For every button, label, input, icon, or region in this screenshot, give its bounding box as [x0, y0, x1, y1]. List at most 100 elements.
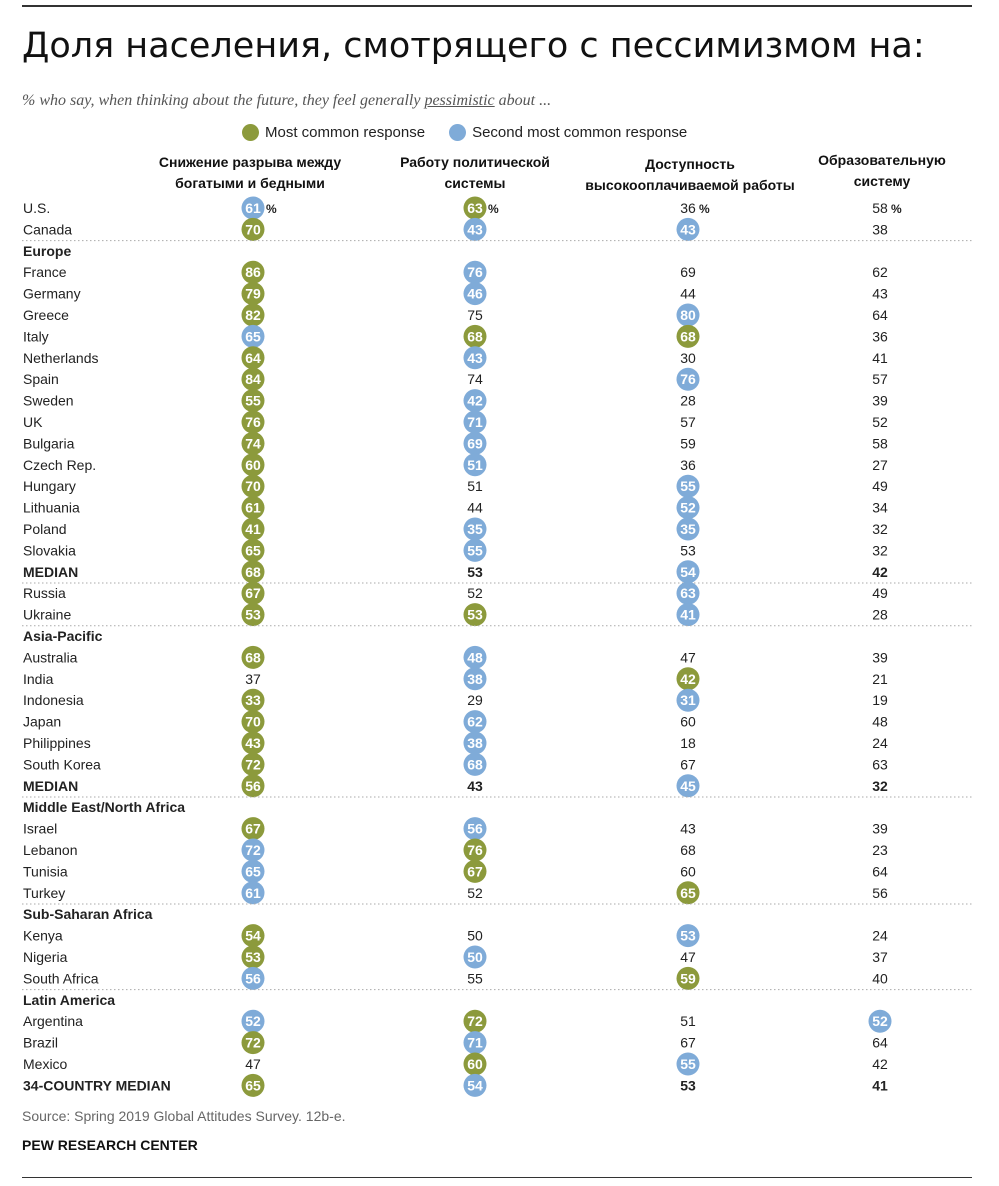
most-common-dot [241, 774, 265, 798]
column-header-1: Снижение разрыва между богатыми и бедным… [140, 152, 360, 194]
second-common-dot [463, 346, 487, 370]
value-label: 24 [872, 928, 888, 944]
second-common-dot [241, 966, 265, 990]
value-label: 21 [872, 671, 888, 687]
second-common-dot [463, 1031, 487, 1055]
row-label: Turkey [23, 885, 65, 901]
most-common-dot [241, 517, 265, 541]
value-label: 59 [680, 970, 696, 986]
row-label: Greece [23, 307, 69, 323]
value-label: 72 [245, 756, 261, 772]
row-label: Bulgaria [23, 435, 75, 451]
value-label: 53 [467, 607, 483, 623]
value-label: 72 [245, 1035, 261, 1051]
row-label: Netherlands [23, 350, 99, 366]
value-label: 68 [245, 649, 261, 665]
value-label: 45 [680, 778, 696, 794]
most-common-dot [241, 731, 265, 755]
row-label: 34-COUNTRY MEDIAN [23, 1077, 171, 1093]
value-label: 53 [680, 542, 696, 558]
top-rule [22, 5, 972, 7]
legend-item-most: Most common response [242, 124, 425, 141]
value-label: 51 [680, 1013, 696, 1029]
second-common-dot [676, 581, 700, 605]
region-label: Sub-Saharan Africa [23, 906, 153, 922]
value-label: 43 [872, 286, 888, 302]
value-label: 33 [245, 692, 261, 708]
second-common-dot [676, 1052, 700, 1076]
value-label: 52 [245, 1013, 261, 1029]
second-common-dot [676, 774, 700, 798]
most-common-dot [676, 881, 700, 905]
value-label: 43 [680, 821, 696, 837]
value-label: 50 [467, 949, 483, 965]
percent-sign: % [488, 202, 499, 216]
value-label: 67 [680, 1035, 696, 1051]
row-label: Japan [23, 714, 61, 730]
value-label: 36 [680, 457, 696, 473]
subtitle-text: % who say, when thinking about the futur… [22, 92, 425, 109]
value-label: 55 [680, 478, 696, 494]
value-label: 68 [467, 756, 483, 772]
second-common-dot [463, 282, 487, 306]
second-common-dot [463, 752, 487, 776]
value-label: 42 [680, 671, 696, 687]
value-label: 51 [467, 478, 483, 494]
value-label: 61 [245, 200, 261, 216]
bottom-rule [22, 1177, 972, 1178]
column-header-3-line-1: Доступность [645, 156, 735, 172]
value-label: 76 [467, 842, 483, 858]
value-label: 69 [680, 264, 696, 280]
row-label: Australia [23, 649, 78, 665]
column-header-4: Образовательную систему [800, 150, 964, 192]
column-header-2-line-2: системы [444, 175, 506, 191]
second-common-dot [241, 859, 265, 883]
value-label: 32 [872, 542, 888, 558]
most-common-dot [241, 710, 265, 734]
value-label: 53 [680, 928, 696, 944]
value-label: 74 [245, 435, 261, 451]
value-label: 35 [680, 521, 696, 537]
most-common-dot [241, 752, 265, 776]
value-label: 38 [467, 671, 483, 687]
most-common-dot [676, 667, 700, 691]
most-common-dot [676, 966, 700, 990]
value-label: 41 [872, 350, 888, 366]
value-label: 52 [872, 414, 888, 430]
value-label: 68 [467, 328, 483, 344]
second-common-dot [676, 924, 700, 948]
row-label: Lithuania [23, 500, 80, 516]
most-common-dot [241, 346, 265, 370]
second-common-dot [241, 196, 265, 220]
second-common-dot [676, 603, 700, 627]
value-label: 79 [245, 286, 261, 302]
row-label: Slovakia [23, 542, 76, 558]
value-label: 44 [467, 500, 483, 516]
value-label: 65 [680, 885, 696, 901]
value-label: 53 [245, 607, 261, 623]
second-common-dot [676, 367, 700, 391]
row-label: India [23, 671, 54, 687]
region-label: Latin America [23, 992, 115, 1008]
most-common-dot [463, 603, 487, 627]
value-label: 48 [467, 649, 483, 665]
value-label: 70 [245, 478, 261, 494]
row-label: Czech Rep. [23, 457, 96, 473]
most-common-dot [463, 324, 487, 348]
row-label: Tunisia [23, 863, 68, 879]
value-label: 62 [872, 264, 888, 280]
value-label: 47 [680, 949, 696, 965]
value-label: 68 [245, 564, 261, 580]
most-common-dot [241, 410, 265, 434]
column-header-3: Доступность высокооплачиваемой работы [560, 154, 820, 196]
value-label: 72 [467, 1013, 483, 1029]
value-label: 68 [680, 328, 696, 344]
value-label: 55 [245, 393, 261, 409]
column-header-1-line-2: богатыми и бедными [175, 175, 325, 191]
value-label: 27 [872, 457, 888, 473]
column-header-2-line-1: Работу политической [400, 154, 550, 170]
value-label: 76 [680, 371, 696, 387]
value-label: 42 [872, 1056, 888, 1072]
second-common-dot [676, 303, 700, 327]
